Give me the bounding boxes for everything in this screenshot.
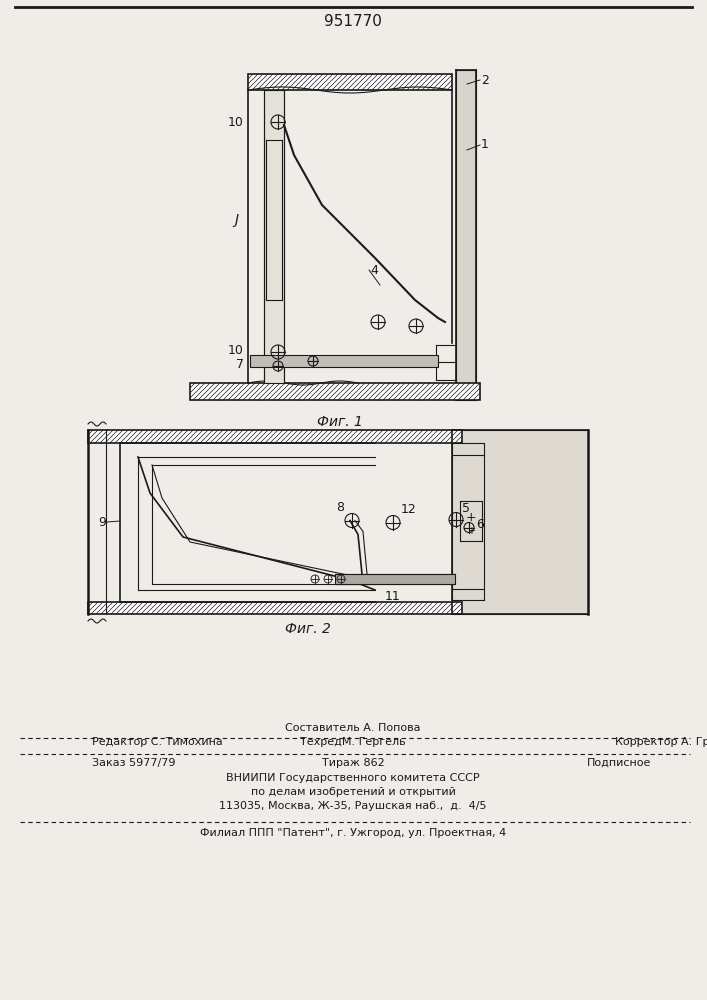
Text: 5: 5 [462,502,470,515]
Polygon shape [452,430,588,614]
Polygon shape [250,355,438,367]
Polygon shape [456,70,476,400]
Text: ВНИИПИ Государственного комитета СССР: ВНИИПИ Государственного комитета СССР [226,773,480,783]
Text: Филиал ППП "Патент", г. Ужгород, ул. Проектная, 4: Филиал ППП "Патент", г. Ужгород, ул. Про… [200,828,506,838]
Text: по делам изобретений и открытий: по делам изобретений и открытий [250,787,455,797]
Text: Подписное: Подписное [587,758,651,768]
Polygon shape [335,574,455,584]
Text: Составитель А. Попова: Составитель А. Попова [285,723,421,733]
Text: 8: 8 [336,501,344,514]
Text: 9: 9 [98,516,106,528]
Text: 12: 12 [401,503,416,516]
Text: Фиг. 1: Фиг. 1 [317,415,363,429]
Bar [190,383,480,400]
Text: 4: 4 [370,263,378,276]
Text: Редактор С. Тимохина: Редактор С. Тимохина [92,737,223,747]
Text: 2: 2 [481,74,489,87]
Text: 10: 10 [228,115,244,128]
Text: 113035, Москва, Ж-35, Раушская наб.,  д.  4/5: 113035, Москва, Ж-35, Раушская наб., д. … [219,801,486,811]
Text: 11: 11 [385,590,401,603]
Bar [88,602,462,614]
Text: Тираж 862: Тираж 862 [322,758,385,768]
Text: 7: 7 [236,359,244,371]
Text: Фиг. 2: Фиг. 2 [285,622,331,636]
Text: 6: 6 [476,518,484,531]
Text: Корректор А. Гриценко: Корректор А. Гриценко [615,737,707,747]
Text: ТехредМ. Гергель: ТехредМ. Гергель [300,737,406,747]
Bar [88,430,462,443]
Bar [248,74,452,90]
Text: 1: 1 [481,138,489,151]
Polygon shape [264,90,284,383]
Text: 10: 10 [228,344,244,357]
Text: Заказ 5977/79: Заказ 5977/79 [92,758,175,768]
Text: 951770: 951770 [324,14,382,29]
Text: J: J [234,213,238,227]
Text: +: + [467,526,475,536]
Text: +: + [466,511,477,524]
